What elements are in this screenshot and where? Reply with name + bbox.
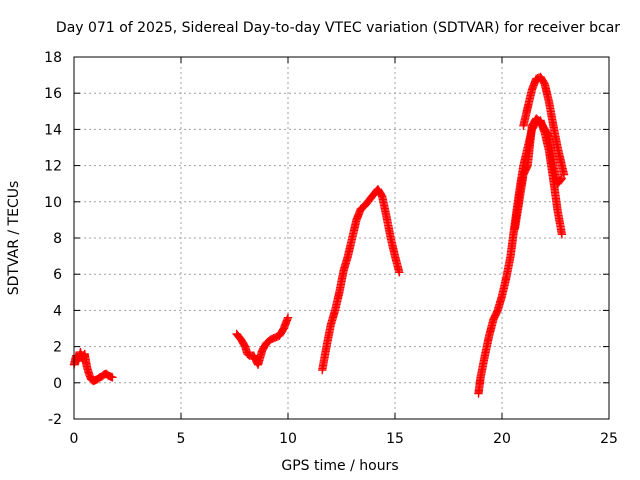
series-3 xyxy=(318,184,404,375)
y-tick-label: 14 xyxy=(44,122,62,138)
series-2 xyxy=(232,313,293,369)
y-tick-label: 2 xyxy=(53,340,62,356)
y-tick-label: 4 xyxy=(53,303,62,319)
y-axis-title: SDTVAR / TECUs xyxy=(6,181,22,296)
series-6 xyxy=(519,72,569,179)
x-tick-labels: 0 5 10 15 20 25 xyxy=(70,431,618,447)
data-points xyxy=(69,72,569,398)
data-point xyxy=(559,170,569,179)
x-axis-title: GPS time / hours xyxy=(281,458,398,474)
x-tick-label: 5 xyxy=(177,431,186,447)
y-tick-label: 10 xyxy=(44,195,62,211)
data-point xyxy=(557,230,567,239)
series-5 xyxy=(510,114,567,234)
data-point xyxy=(108,373,117,382)
chart-title: Day 071 of 2025, Sidereal Day-to-day VTE… xyxy=(56,20,620,36)
x-tick-label: 0 xyxy=(70,431,79,447)
y-tick-label: 18 xyxy=(44,50,62,66)
plot-frame xyxy=(73,56,610,420)
x-tick-label: 15 xyxy=(386,431,404,447)
y-tick-label: 12 xyxy=(44,159,62,175)
x-tick-label: 20 xyxy=(493,431,511,447)
data-point xyxy=(556,175,566,184)
data-point xyxy=(283,313,293,322)
data-point xyxy=(395,268,404,277)
x-tick-label: 25 xyxy=(600,431,618,447)
y-tick-label: 16 xyxy=(44,86,62,102)
y-tick-label: 6 xyxy=(53,267,62,283)
x-tick-label: 10 xyxy=(279,431,297,447)
y-tick-labels: -2 0 2 4 6 8 10 12 14 16 18 xyxy=(44,50,62,428)
y-tick-label: -2 xyxy=(48,412,62,428)
y-tick-label: 8 xyxy=(53,231,62,247)
y-tick-label: 0 xyxy=(53,376,62,392)
series-1 xyxy=(69,347,117,386)
